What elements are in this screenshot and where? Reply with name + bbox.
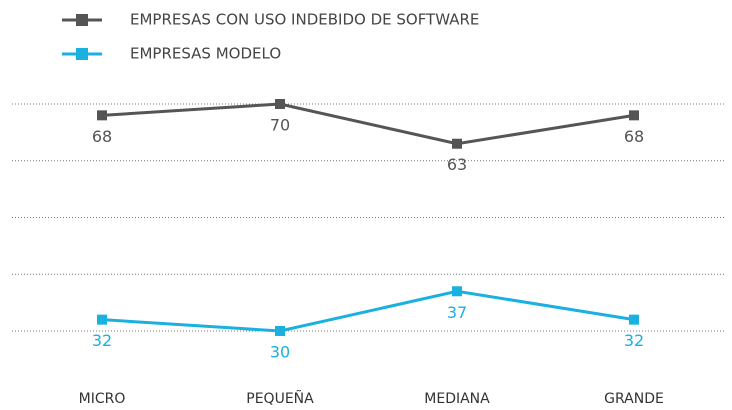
x-tick-label: GRANDE — [604, 391, 664, 407]
legend-marker — [76, 14, 88, 26]
legend-label: EMPRESAS MODELO — [130, 45, 281, 63]
legend-label: EMPRESAS CON USO INDEBIDO DE SOFTWARE — [130, 11, 479, 29]
data-label: 30 — [270, 343, 290, 362]
data-label: 63 — [447, 155, 467, 174]
series-line — [101, 289, 635, 333]
point-marker — [629, 314, 639, 325]
point-marker — [452, 138, 462, 149]
data-label: 32 — [92, 331, 112, 350]
data-label: 32 — [624, 331, 644, 350]
point-marker — [97, 110, 107, 121]
data-label: 70 — [270, 116, 290, 135]
data-label: 68 — [624, 127, 644, 146]
x-tick-label: PEQUEÑA — [246, 390, 314, 407]
x-tick-label: MICRO — [79, 391, 126, 407]
legend-marker — [76, 48, 88, 60]
point-marker — [97, 314, 107, 325]
data-label: 68 — [92, 127, 112, 146]
point-marker — [275, 326, 285, 336]
point-marker — [629, 110, 639, 121]
data-label: 37 — [447, 303, 467, 322]
point-marker — [452, 286, 462, 297]
x-tick-label: MEDIANA — [424, 391, 490, 407]
series-line — [101, 102, 635, 146]
point-marker — [275, 99, 285, 109]
